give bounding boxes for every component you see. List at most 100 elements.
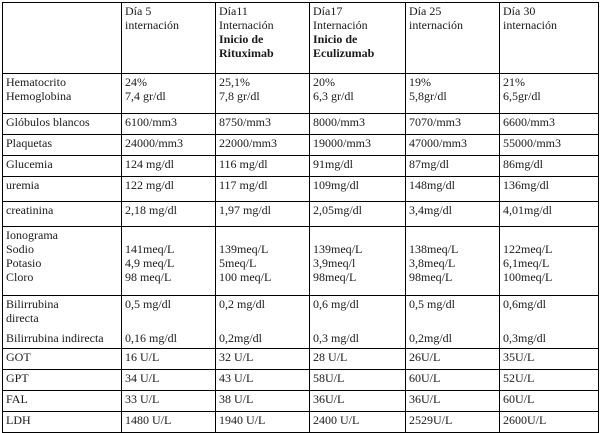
table-cell: 2600U/L — [499, 411, 599, 433]
table-cell: 139meq/L 5meq/L 100 meq/L — [215, 226, 310, 296]
row-label-line: Sodio — [6, 242, 35, 256]
header-day11-title: Día11 — [219, 4, 248, 18]
table-cell: 6600/mm3 — [499, 113, 599, 135]
table-row: uremia 122 mg/dl 117 mg/dl 109mg/dl 148m… — [2, 176, 599, 202]
table-cell: 33 U/L — [121, 390, 216, 412]
cell-value: 7,8 gr/dl — [219, 89, 260, 103]
cell-value: 98 meq/L — [125, 270, 172, 284]
table-row: Hematocrito Hemoglobina 24% 7,4 gr/dl 25… — [2, 73, 599, 114]
header-day5-subtitle: internación — [125, 18, 179, 32]
header-day17-title: Día17 — [313, 4, 343, 18]
table-cell: 8750/mm3 — [215, 113, 310, 135]
cell-value: 100 meq/L — [219, 270, 272, 284]
table-cell: 124 mg/dl — [121, 155, 216, 177]
table-cell: 24000/mm3 — [121, 134, 216, 156]
table-cell: 91mg/dl — [309, 155, 406, 177]
table-cell: 109mg/dl — [309, 176, 406, 202]
table-cell: 22000/mm3 — [215, 134, 310, 156]
cell-value: 0,2mg/dl — [219, 331, 263, 345]
table-cell: 122 mg/dl — [121, 176, 216, 202]
cell-value: 141meq/L — [125, 242, 175, 256]
table-cell: 32 U/L — [215, 348, 310, 370]
table-cell: 2400 U/L — [309, 411, 406, 433]
header-day5: Día 5 internación — [121, 2, 216, 74]
cell-value: 139meq/L — [219, 242, 269, 256]
table-row: GOT 16 U/L 32 U/L 28 U/L 26U/L 35U/L — [2, 348, 599, 370]
row-label-line: Hemoglobina — [6, 89, 72, 103]
table-cell: 19% 5,8gr/dl — [405, 73, 500, 114]
row-label: creatinina — [2, 201, 122, 227]
row-label-line: Bilirrubina — [6, 297, 59, 311]
row-label: uremia — [2, 176, 122, 202]
header-day5-title: Día 5 — [125, 4, 152, 18]
table-cell: 36U/L — [405, 390, 500, 412]
cell-value: 0,16 mg/dl — [125, 331, 178, 345]
table-cell: 138meq/L 3,8meq/L 98meq/L — [405, 226, 500, 296]
row-label: Plaquetas — [2, 134, 122, 156]
header-day11-note-1: Inicio de — [219, 32, 264, 46]
cell-value: 100meq/L — [503, 270, 553, 284]
table-cell: 25,1% 7,8 gr/dl — [215, 73, 310, 114]
table-cell: 122meq/L 6,1meq/L 100meq/L — [499, 226, 599, 296]
table-cell: 36U/L — [309, 390, 406, 412]
table-cell: 87mg/dl — [405, 155, 500, 177]
table-cell: 47000/mm3 — [405, 134, 500, 156]
cell-value: 24% — [125, 75, 147, 89]
cell-value: 98meq/L — [313, 270, 357, 284]
row-label-line: Potasio — [6, 256, 42, 270]
table-cell: 0,2 mg/dl 0,2mg/dl — [215, 295, 310, 349]
table-row: Glóbulos blancos 6100/mm3 8750/mm3 8000/… — [2, 113, 599, 135]
cell-value: 25,1% — [219, 75, 250, 89]
cell-value: 6,3 gr/dl — [313, 89, 354, 103]
cell-value: 21% — [503, 75, 525, 89]
table-row: LDH 1480 U/L 1940 U/L 2400 U/L 2529U/L 2… — [2, 411, 599, 433]
table-cell: 43 U/L — [215, 369, 310, 391]
table-cell: 7070/mm3 — [405, 113, 500, 135]
cell-value: 0,3 mg/dl — [313, 331, 360, 345]
table-cell: 3,4mg/dl — [405, 201, 500, 227]
table-cell: 0,5 mg/dl 0,2mg/dl — [405, 295, 500, 349]
cell-value: 6,1meq/L — [503, 256, 550, 270]
header-day25: Día 25 internación — [405, 2, 500, 74]
table-cell: 8000/mm3 — [309, 113, 406, 135]
table-cell: 60U/L — [499, 390, 599, 412]
header-row: Día 5 internación Día11 Internación Inic… — [2, 2, 599, 74]
table-cell: 58U/L — [309, 369, 406, 391]
table-row: Plaquetas 24000/mm3 22000/mm3 19000/mm3 … — [2, 134, 599, 156]
row-label: Ionograma Sodio Potasio Cloro — [2, 226, 122, 296]
table-cell: 1,97 mg/dl — [215, 201, 310, 227]
header-day25-title: Día 25 — [409, 4, 442, 18]
table-cell: 1480 U/L — [121, 411, 216, 433]
header-day30: Día 30 internación — [499, 2, 599, 74]
cell-value: 0,5 mg/dl — [125, 297, 172, 311]
table-cell: 2,18 mg/dl — [121, 201, 216, 227]
cell-value: 0,2 mg/dl — [219, 297, 266, 311]
header-day11-note-2: Rituximab — [219, 46, 274, 60]
table-cell: 20% 6,3 gr/dl — [309, 73, 406, 114]
table-cell: 60U/L — [405, 369, 500, 391]
row-label: Hematocrito Hemoglobina — [2, 73, 122, 114]
table-cell: 28 U/L — [309, 348, 406, 370]
header-day30-title: Día 30 — [503, 4, 536, 18]
table-cell: 26U/L — [405, 348, 500, 370]
table-cell: 19000/mm3 — [309, 134, 406, 156]
cell-value: 5,8gr/dl — [409, 89, 447, 103]
cell-value: 7,4 gr/dl — [125, 89, 166, 103]
table-cell: 0,6 mg/dl 0,3 mg/dl — [309, 295, 406, 349]
cell-value: 122meq/L — [503, 242, 553, 256]
header-day11: Día11 Internación Inicio de Rituximab — [215, 2, 310, 74]
table-cell: 0,5 mg/dl 0,16 mg/dl — [121, 295, 216, 349]
row-label: LDH — [2, 411, 122, 433]
cell-value: 0,6mg/dl — [503, 297, 547, 311]
table-cell: 35U/L — [499, 348, 599, 370]
cell-value: 19% — [409, 75, 431, 89]
table-cell: 21% 6,5gr/dl — [499, 73, 599, 114]
table-cell: 2,05mg/dl — [309, 201, 406, 227]
cell-value: 6,5gr/dl — [503, 89, 541, 103]
table-cell: 6100/mm3 — [121, 113, 216, 135]
cell-value: 0,6 mg/dl — [313, 297, 360, 311]
table-cell: 52U/L — [499, 369, 599, 391]
table-cell: 116 mg/dl — [215, 155, 310, 177]
table-cell: 117 mg/dl — [215, 176, 310, 202]
row-label-line: Bilirrubina indirecta — [6, 331, 104, 345]
